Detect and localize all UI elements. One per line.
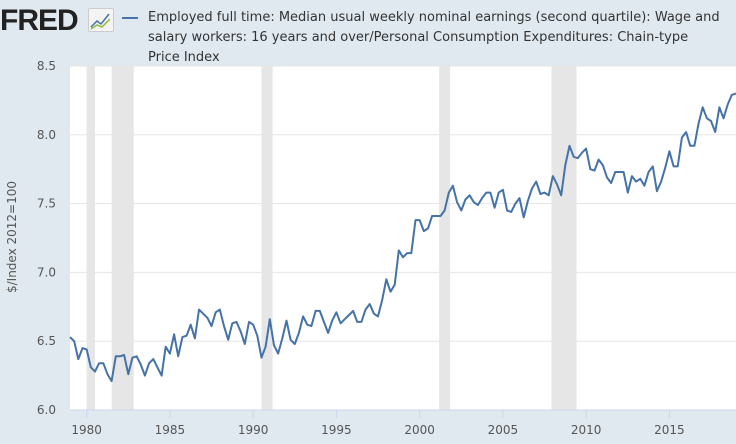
x-tick-label: 1995 [321, 423, 352, 437]
x-tick-label: 1980 [71, 423, 102, 437]
y-tick-label: 7.0 [37, 265, 56, 279]
y-tick-label: 8.0 [37, 128, 56, 142]
recession-band [86, 66, 95, 410]
x-tick-label: 2000 [404, 423, 435, 437]
x-tick-label: 2015 [654, 423, 685, 437]
line-chart-icon [88, 8, 114, 32]
x-tick-label: 1990 [238, 423, 269, 437]
x-tick-label: 2005 [488, 423, 519, 437]
y-tick-label: 6.5 [37, 334, 56, 348]
x-tick-label: 1985 [155, 423, 186, 437]
plot-area [70, 66, 736, 410]
y-tick-label: 6.0 [37, 403, 56, 417]
y-tick-label: 7.5 [37, 197, 56, 211]
legend-swatch [122, 17, 138, 19]
recession-band [551, 66, 577, 410]
recession-band [261, 66, 273, 410]
data-series-line [69, 92, 736, 383]
y-axis-label: $/Index 2012=100 [5, 180, 19, 294]
y-tick-label: 8.5 [37, 59, 56, 73]
legend-label: Employed full time: Median usual weekly … [148, 10, 720, 65]
recession-band [439, 66, 451, 410]
recession-band [111, 66, 134, 410]
x-tick-label: 2010 [571, 423, 602, 437]
fred-logo[interactable]: FRED [0, 4, 79, 37]
chart-legend: Employed full time: Median usual weekly … [122, 8, 722, 68]
